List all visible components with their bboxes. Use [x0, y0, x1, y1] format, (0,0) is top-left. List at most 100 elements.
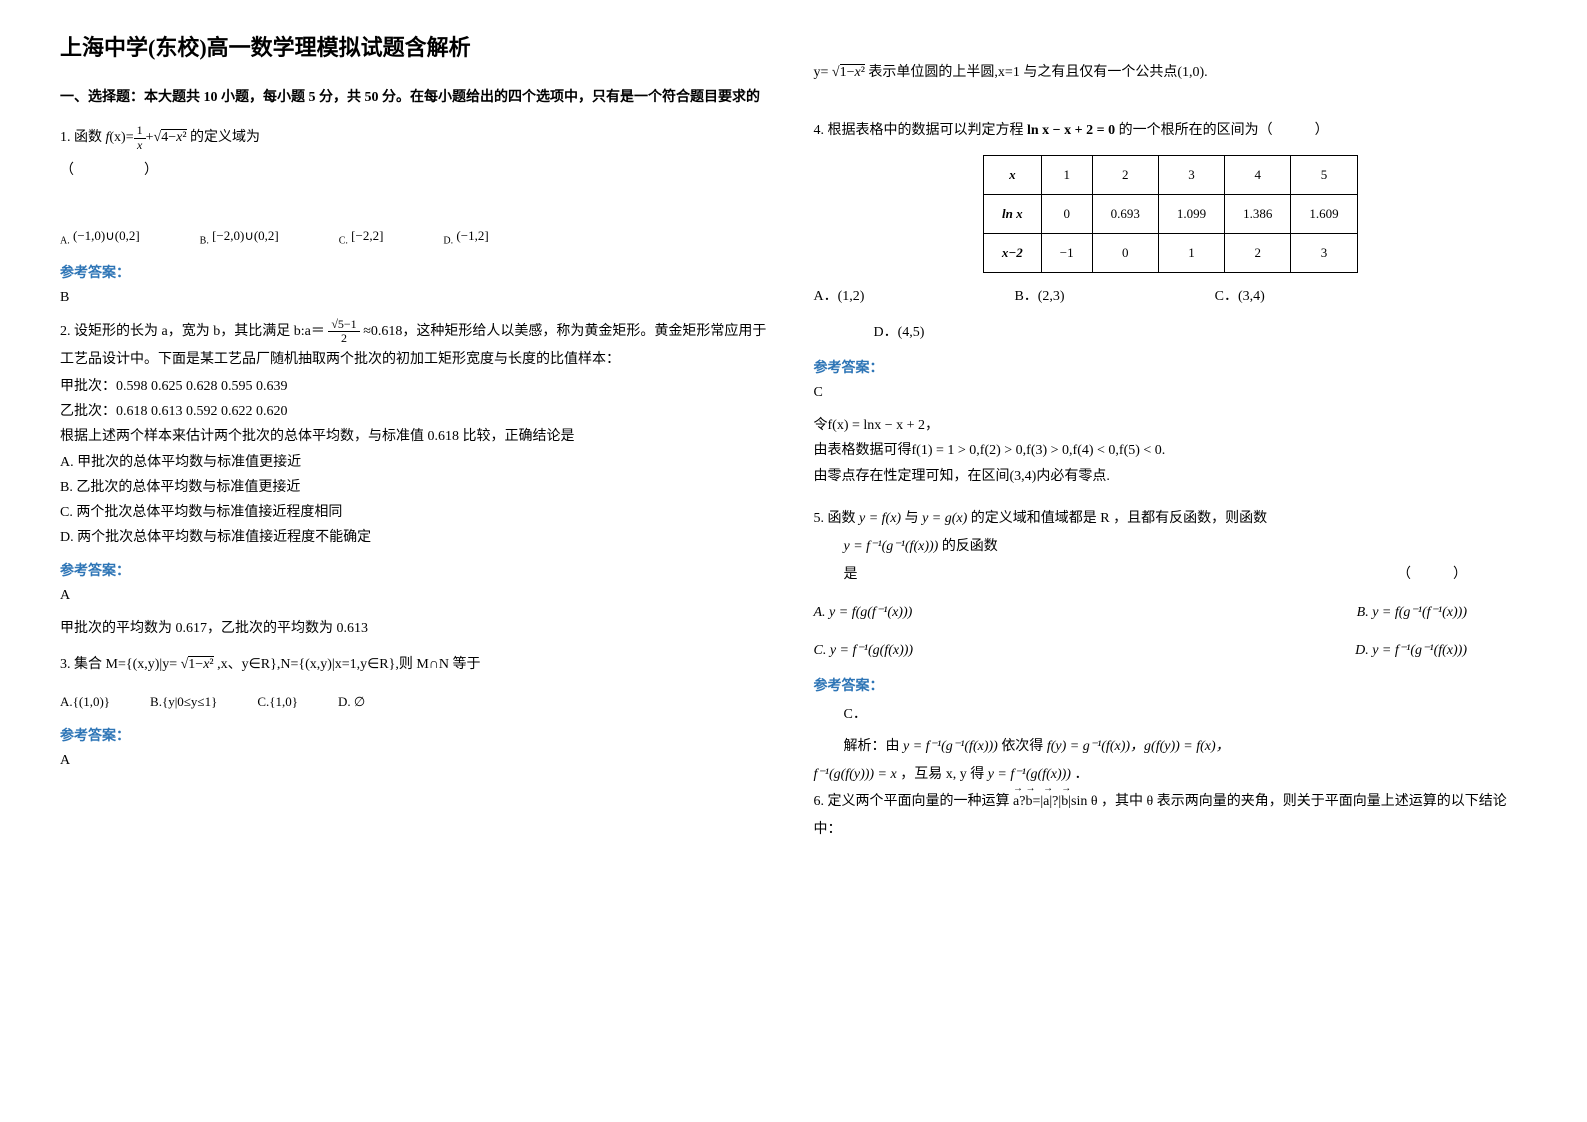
q5-exp-d: ． [1074, 767, 1088, 782]
q5-answer-label: 参考答案： [814, 675, 1528, 695]
table-cell: 4 [1225, 156, 1291, 195]
q3-opt-c: C.{1,0} [257, 689, 298, 715]
q4-opt-b: B．(2,3) [1014, 283, 1064, 311]
q3-opt-b: B.{y|0≤y≤1} [150, 689, 217, 715]
q5-opt-c: C. y = f⁻¹(g(f(x))) [814, 637, 914, 665]
q5-text-c: 的定义域和值域都是 R ，且都有反函数，则函数 [971, 511, 1267, 526]
q1-answer: B [60, 290, 774, 306]
q2-explain: 甲批次的平均数为 0.617，乙批次的平均数为 0.613 [60, 616, 774, 641]
q4-options: A．(1,2) B．(2,3) C．(3,4) [814, 283, 1528, 311]
q3-opt-d: D. ∅ [338, 689, 365, 715]
q4-answer: C [814, 385, 1528, 401]
q3-text-a: 3. 集合 M={(x,y)|y= [60, 657, 177, 672]
q4-opt-d: D．(4,5) [874, 319, 1528, 347]
q4-th-xm2: x−2 [983, 234, 1041, 273]
q1-options: A. (−1,0)∪(0,2] B. [−2,0)∪(0,2] C. [−2,2… [60, 223, 774, 252]
q5-explain-line1: 解析：由 y = f⁻¹(g⁻¹(f(x))) 依次得 f(y) = g⁻¹(f… [844, 735, 1528, 755]
q5-explain-line2: f⁻¹(g(f(y))) = x ，互易 x, y 得 y = f⁻¹(g(f(… [814, 763, 1528, 783]
question-6: 6. 定义两个平面向量的一种运算 a?b=|a|?|b|sin θ ，其中 θ … [814, 788, 1528, 844]
q4-opt-a: A．(1,2) [814, 283, 865, 311]
q2-answer-label: 参考答案： [60, 560, 774, 580]
q4-exp2: 由表格数据可得f(1) = 1 > 0,f(2) > 0,f(3) > 0,f(… [814, 438, 1528, 463]
q4-th-x: x [983, 156, 1041, 195]
table-cell: 3 [1158, 156, 1224, 195]
q2-prompt: 根据上述两个样本来估计两个批次的总体平均数，与标准值 0.618 比较，正确结论… [60, 424, 774, 449]
q4-exp3: 由零点存在性定理可知，在区间(3,4)内必有零点. [814, 464, 1528, 489]
q3-exp-a: y= [814, 65, 829, 80]
q2-opt-b: B. 乙批次的总体平均数与标准值更接近 [60, 475, 774, 500]
q5-text-e: 是 [844, 561, 858, 589]
q6-op: a?b=|a|?|b|sin θ [1013, 794, 1098, 809]
q5-text-b: 与 [905, 511, 919, 526]
q3-opt-a: A.{(1,0)} [60, 689, 110, 715]
q5-exp-b: 依次得 [1001, 739, 1043, 754]
q1-opt-d: (−1,2] [456, 228, 488, 243]
table-cell: 3 [1291, 234, 1357, 273]
q4-answer-label: 参考答案： [814, 357, 1528, 377]
q5-opt-d: D. y = f⁻¹(g⁻¹(f(x))) [1355, 637, 1467, 665]
question-2: 2. 设矩形的长为 a，宽为 b，其比满足 b:a＝ √5−12 ≈0.618，… [60, 318, 774, 550]
section-intro: 一、选择题：本大题共 10 小题，每小题 5 分，共 50 分。在每小题给出的四… [60, 87, 774, 109]
question-1: 1. 函数 f(x)=1x+√4−x² 的定义域为 （ ） A. (−1,0)∪… [60, 124, 774, 252]
question-5: 5. 函数 y = f(x) 与 y = g(x) 的定义域和值域都是 R ，且… [814, 505, 1528, 665]
q3-options: A.{(1,0)} B.{y|0≤y≤1} C.{1,0} D. ∅ [60, 689, 774, 715]
q1-answer-label: 参考答案： [60, 262, 774, 282]
q5-exp-c: ，互易 x, y 得 [900, 767, 984, 782]
table-cell: 1.099 [1158, 195, 1224, 234]
question-3: 3. 集合 M={(x,y)|y= √1−x² ,x、y∈R},N={(x,y)… [60, 651, 774, 715]
q2-answer: A [60, 588, 774, 604]
q1-prefix: 1. 函数 [60, 130, 102, 145]
table-cell: −1 [1041, 234, 1092, 273]
q5-paren: （ ） [1397, 561, 1467, 589]
q3-exp-sqrt: √1−x² [832, 64, 865, 80]
q5-text-d: 的反函数 [942, 539, 998, 554]
q3-text-b: ,x、y∈R},N={(x,y)|x=1,y∈R},则 M∩N 等于 [217, 657, 480, 672]
q5-exp-comp1: y = f⁻¹(g⁻¹(f(x))) [903, 739, 998, 754]
table-cell: 2 [1225, 234, 1291, 273]
q2-opt-c: C. 两个批次总体平均数与标准值接近程度相同 [60, 500, 774, 525]
q3-explain: y= √1−x² 表示单位圆的上半圆,x=1 与之有且仅有一个公共点(1,0). [814, 60, 1528, 85]
q5-opt-b: B. y = f(g⁻¹(f⁻¹(x))) [1357, 599, 1467, 627]
q1-suffix: 的定义域为 [190, 130, 260, 145]
table-row: x 1 2 3 4 5 [983, 156, 1357, 195]
table-cell: 1 [1041, 156, 1092, 195]
table-row: x−2 −1 0 1 2 3 [983, 234, 1357, 273]
table-cell: 5 [1291, 156, 1357, 195]
table-cell: 2 [1092, 156, 1158, 195]
q4-opt-c: C．(3,4) [1215, 283, 1265, 311]
q2-opt-a: A. 甲批次的总体平均数与标准值更接近 [60, 450, 774, 475]
q5-fx: y = f(x) [859, 511, 901, 526]
q2-yi: 乙批次：0.618 0.613 0.592 0.622 0.620 [60, 399, 774, 424]
q6-text-a: 6. 定义两个平面向量的一种运算 [814, 794, 1010, 809]
q2-opt-d: D. 两个批次总体平均数与标准值接近程度不能确定 [60, 525, 774, 550]
q2-jia: 甲批次：0.598 0.625 0.628 0.595 0.639 [60, 374, 774, 399]
q5-text-a: 5. 函数 [814, 511, 856, 526]
table-cell: 1 [1158, 234, 1224, 273]
q2-text-a: 2. 设矩形的长为 a，宽为 b，其比满足 b:a＝ [60, 324, 325, 339]
question-4: 4. 根据表格中的数据可以判定方程 ln x − x + 2 = 0 的一个根所… [814, 117, 1528, 347]
table-cell: 0.693 [1092, 195, 1158, 234]
q5-exp-a: 解析：由 [844, 739, 900, 754]
table-cell: 1.609 [1291, 195, 1357, 234]
page-title: 上海中学(东校)高一数学理模拟试题含解析 [60, 30, 774, 62]
q4-table: x 1 2 3 4 5 ln x 0 0.693 1.099 1.386 1.6… [983, 155, 1358, 273]
q2-ratio: √5−12 [328, 318, 359, 345]
q3-answer: A [60, 753, 774, 769]
q1-paren: （ ） [60, 157, 774, 185]
q4-eq: ln x − x + 2 = 0 [1027, 123, 1115, 138]
q5-opt-a: A. y = f(g(f⁻¹(x))) [814, 599, 913, 627]
q4-th-lnx: ln x [983, 195, 1041, 234]
q5-answer: C． [844, 703, 1528, 723]
q4-exp1: 令f(x) = lnx − x + 2， [814, 413, 1528, 438]
q5-gx: y = g(x) [922, 511, 967, 526]
q1-func: f(x)=1x+√4−x² [106, 130, 191, 145]
table-cell: 1.386 [1225, 195, 1291, 234]
q1-opt-a: (−1,0)∪(0,2] [73, 228, 140, 243]
q5-comp: y = f⁻¹(g⁻¹(f(x))) [844, 539, 939, 554]
q4-text: 4. 根据表格中的数据可以判定方程 [814, 123, 1024, 138]
q5-exp-comp2: f(y) = g⁻¹(f(x))，g(f(y)) = f(x)， [1047, 739, 1230, 754]
q4-text-b: 的一个根所在的区间为（ ） [1119, 123, 1329, 138]
q3-exp-b: 表示单位圆的上半圆,x=1 与之有且仅有一个公共点(1,0). [868, 65, 1207, 80]
q5-exp-comp3: f⁻¹(g(f(y))) = x [814, 767, 897, 782]
table-row: ln x 0 0.693 1.099 1.386 1.609 [983, 195, 1357, 234]
